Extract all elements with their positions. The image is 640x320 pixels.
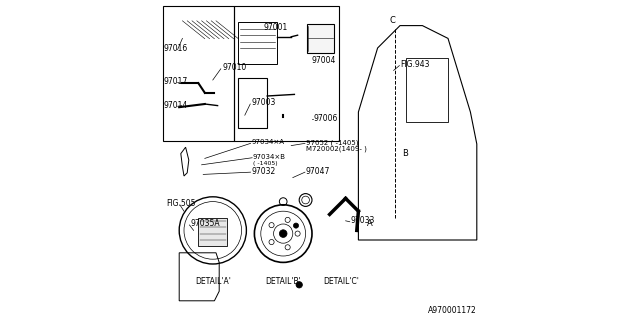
Text: 97033: 97033 [351, 216, 375, 225]
Circle shape [280, 230, 287, 237]
Text: DETAIL'B': DETAIL'B' [266, 277, 301, 286]
Text: 97004: 97004 [311, 56, 335, 65]
Text: 97034×B: 97034×B [253, 154, 286, 160]
Text: FIG.505: FIG.505 [166, 199, 196, 208]
Bar [198, 218, 227, 246]
Text: 97001: 97001 [264, 23, 288, 32]
Text: 97032: 97032 [251, 167, 275, 176]
Text: FIG.943: FIG.943 [400, 60, 429, 68]
Bar [163, 6, 234, 141]
Text: 97003: 97003 [251, 98, 276, 107]
Text: 97006: 97006 [314, 114, 338, 123]
Bar [239, 78, 268, 128]
Text: 97016: 97016 [164, 44, 188, 52]
Bar [234, 6, 339, 141]
Bar [406, 58, 448, 122]
Text: 97017: 97017 [164, 77, 188, 86]
Text: 97010: 97010 [223, 63, 246, 72]
Text: 97052 ( -1405): 97052 ( -1405) [306, 139, 358, 146]
Bar [307, 24, 335, 53]
Bar [239, 22, 277, 64]
Text: 97034×A: 97034×A [251, 140, 284, 145]
Text: B: B [403, 149, 408, 158]
Text: DETAIL'C': DETAIL'C' [323, 277, 359, 286]
Text: M720002(1409- ): M720002(1409- ) [306, 146, 367, 152]
Text: A: A [367, 220, 373, 228]
Text: DETAIL'A': DETAIL'A' [195, 277, 231, 286]
Text: ( -1405): ( -1405) [253, 161, 277, 166]
Text: 97035A: 97035A [191, 220, 220, 228]
Text: 97047: 97047 [306, 167, 330, 176]
Text: 97014: 97014 [164, 101, 188, 110]
Text: C: C [389, 16, 395, 25]
Circle shape [296, 282, 302, 288]
Circle shape [293, 223, 298, 228]
Text: A970001172: A970001172 [428, 306, 477, 315]
